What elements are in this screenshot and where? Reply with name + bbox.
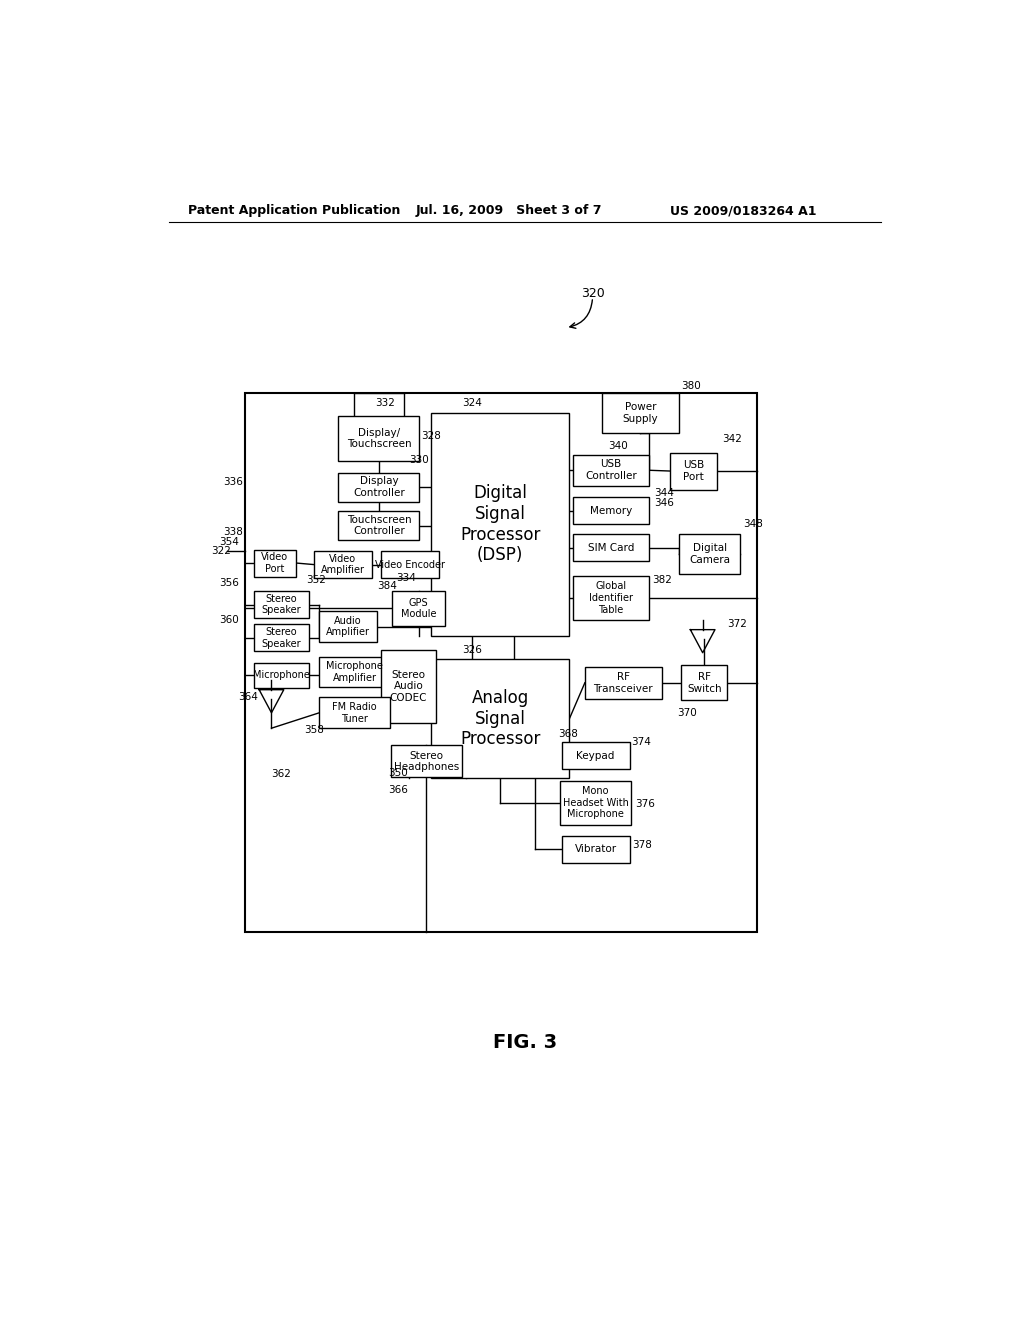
- Text: Touchscreen
Controller: Touchscreen Controller: [346, 515, 412, 536]
- Text: 338: 338: [223, 527, 243, 537]
- Bar: [254, 549, 296, 577]
- Text: Keypad: Keypad: [577, 751, 614, 760]
- Text: Display
Controller: Display Controller: [353, 477, 404, 498]
- Bar: [339, 473, 419, 502]
- Bar: [602, 393, 679, 433]
- Text: Video
Amplifier: Video Amplifier: [321, 554, 365, 576]
- Bar: [562, 742, 630, 770]
- Bar: [339, 511, 419, 540]
- Text: FIG. 3: FIG. 3: [493, 1032, 557, 1052]
- Text: 356: 356: [219, 578, 239, 589]
- Text: 320: 320: [581, 286, 605, 300]
- Bar: [560, 780, 631, 825]
- Text: 350: 350: [388, 768, 409, 777]
- Bar: [319, 611, 377, 642]
- Text: 376: 376: [635, 799, 654, 809]
- Text: 380: 380: [681, 380, 700, 391]
- Text: Vibrator: Vibrator: [574, 845, 616, 854]
- Bar: [562, 836, 630, 863]
- Text: 362: 362: [270, 770, 291, 779]
- Text: 330: 330: [410, 455, 429, 465]
- Bar: [381, 552, 438, 578]
- Text: US 2009/0183264 A1: US 2009/0183264 A1: [670, 205, 816, 218]
- Bar: [573, 455, 649, 486]
- Text: Audio
Amplifier: Audio Amplifier: [326, 615, 370, 638]
- Text: Analog
Signal
Processor: Analog Signal Processor: [460, 689, 541, 748]
- Text: Stereo
Audio
CODEC: Stereo Audio CODEC: [390, 669, 427, 702]
- Text: 346: 346: [654, 499, 674, 508]
- Text: Digital
Signal
Processor
(DSP): Digital Signal Processor (DSP): [460, 484, 541, 565]
- Bar: [319, 697, 390, 729]
- Text: 340: 340: [608, 441, 628, 450]
- Text: 334: 334: [396, 573, 416, 583]
- Text: 382: 382: [652, 576, 673, 585]
- Text: Mono
Headset With
Microphone: Mono Headset With Microphone: [563, 787, 629, 820]
- Text: 360: 360: [219, 615, 239, 626]
- Text: 378: 378: [633, 841, 652, 850]
- Text: USB
Controller: USB Controller: [585, 459, 637, 480]
- Bar: [313, 552, 372, 578]
- Bar: [681, 665, 727, 701]
- Bar: [254, 663, 309, 688]
- Bar: [339, 416, 419, 461]
- Text: 366: 366: [388, 785, 409, 795]
- Text: 354: 354: [219, 537, 239, 546]
- Bar: [319, 657, 390, 686]
- FancyArrowPatch shape: [569, 300, 592, 329]
- Bar: [573, 535, 649, 561]
- Text: 364: 364: [239, 693, 258, 702]
- Bar: [245, 393, 757, 932]
- Text: 358: 358: [304, 725, 324, 735]
- Text: Jul. 16, 2009   Sheet 3 of 7: Jul. 16, 2009 Sheet 3 of 7: [416, 205, 602, 218]
- Bar: [254, 591, 309, 618]
- Text: 324: 324: [462, 399, 481, 408]
- Bar: [431, 659, 569, 779]
- Text: GPS
Module: GPS Module: [400, 598, 436, 619]
- Text: Global
Identifier
Table: Global Identifier Table: [589, 582, 633, 615]
- Text: Video
Port: Video Port: [261, 552, 289, 574]
- Bar: [573, 498, 649, 524]
- Text: Patent Application Publication: Patent Application Publication: [188, 205, 400, 218]
- Text: RF
Switch: RF Switch: [687, 672, 722, 693]
- Text: FM Radio
Tuner: FM Radio Tuner: [333, 702, 377, 723]
- Text: RF
Transceiver: RF Transceiver: [594, 672, 653, 693]
- Bar: [381, 649, 436, 723]
- Text: 372: 372: [727, 619, 748, 630]
- Bar: [679, 535, 740, 574]
- Text: 374: 374: [631, 737, 651, 747]
- Text: Stereo
Speaker: Stereo Speaker: [262, 627, 301, 648]
- Text: 322: 322: [211, 546, 231, 556]
- Text: 348: 348: [743, 519, 763, 529]
- Bar: [573, 576, 649, 620]
- Text: Stereo
Headphones: Stereo Headphones: [393, 751, 459, 772]
- Text: 352: 352: [306, 576, 326, 585]
- Text: 332: 332: [376, 399, 395, 408]
- Text: Power
Supply: Power Supply: [623, 403, 658, 424]
- Bar: [392, 591, 444, 626]
- Text: 328: 328: [422, 430, 441, 441]
- Bar: [254, 624, 309, 651]
- Text: 344: 344: [654, 488, 674, 499]
- Text: 384: 384: [377, 581, 397, 591]
- Bar: [391, 744, 462, 777]
- Text: Memory: Memory: [590, 506, 632, 516]
- Text: 368: 368: [558, 730, 578, 739]
- Text: 326: 326: [462, 644, 481, 655]
- Bar: [585, 667, 662, 700]
- Text: Digital
Camera: Digital Camera: [689, 544, 730, 565]
- Bar: [670, 453, 717, 490]
- Text: 336: 336: [223, 477, 243, 487]
- Text: SIM Card: SIM Card: [588, 543, 634, 553]
- Text: 342: 342: [722, 434, 741, 445]
- Text: USB
Port: USB Port: [683, 461, 705, 482]
- Text: 370: 370: [677, 708, 697, 718]
- Text: Microphone: Microphone: [253, 671, 310, 680]
- Text: Video Encoder: Video Encoder: [375, 560, 444, 569]
- Text: Display/
Touchscreen: Display/ Touchscreen: [346, 428, 412, 450]
- Text: Stereo
Speaker: Stereo Speaker: [262, 594, 301, 615]
- Text: Microphone
Amplifier: Microphone Amplifier: [327, 661, 383, 682]
- Bar: [431, 413, 569, 636]
